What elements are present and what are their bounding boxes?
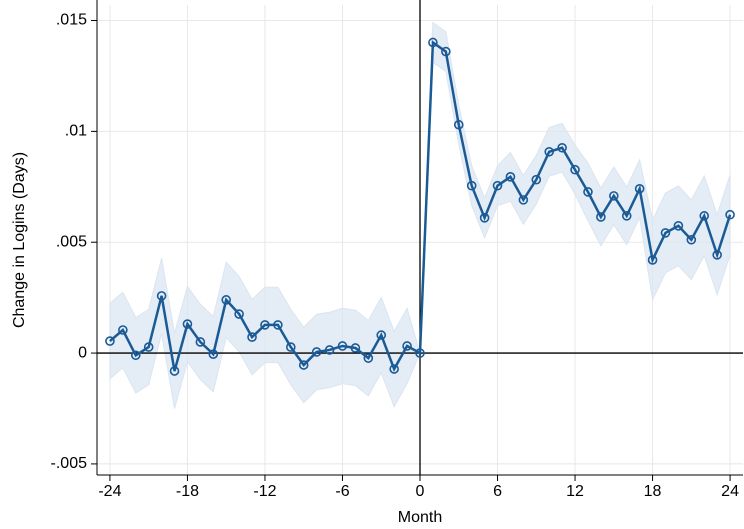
point-marker bbox=[208, 349, 219, 359]
point-marker bbox=[557, 142, 567, 153]
point-marker bbox=[285, 342, 296, 352]
estimate-line bbox=[109, 40, 732, 372]
x-tick-label: 0 bbox=[416, 483, 425, 500]
point-marker bbox=[195, 337, 206, 347]
point-marker bbox=[583, 187, 593, 197]
point-marker bbox=[647, 255, 658, 265]
point-marker bbox=[156, 291, 167, 301]
point-marker bbox=[130, 350, 141, 361]
point-marker bbox=[505, 172, 516, 182]
point-marker bbox=[221, 295, 231, 305]
point-marker bbox=[479, 213, 490, 223]
point-marker bbox=[182, 319, 193, 329]
x-tick-label: 6 bbox=[493, 483, 502, 500]
point-marker bbox=[621, 211, 632, 221]
point-marker bbox=[298, 360, 309, 370]
point-marker bbox=[466, 180, 477, 191]
point-marker bbox=[544, 146, 555, 157]
point-marker bbox=[712, 250, 722, 260]
y-tick-label: .015 bbox=[56, 12, 87, 29]
point-marker bbox=[311, 347, 322, 357]
point-marker bbox=[389, 364, 399, 374]
point-marker bbox=[247, 332, 257, 342]
point-marker bbox=[518, 195, 529, 205]
x-axis-label: Month bbox=[398, 509, 442, 526]
point-marker bbox=[143, 342, 154, 352]
point-marker bbox=[634, 183, 645, 194]
point-marker bbox=[337, 341, 348, 351]
point-marker bbox=[608, 191, 619, 201]
point-marker bbox=[415, 348, 425, 358]
point-marker bbox=[686, 234, 697, 245]
point-marker bbox=[725, 209, 735, 220]
x-tick-label: 24 bbox=[721, 483, 739, 500]
point-marker bbox=[660, 228, 671, 238]
point-marker bbox=[273, 320, 283, 330]
point-marker bbox=[105, 336, 115, 346]
y-tick-label: .005 bbox=[56, 233, 87, 250]
x-tick-label: -12 bbox=[253, 483, 276, 500]
point-marker bbox=[402, 341, 412, 351]
x-tick-label: -6 bbox=[335, 483, 349, 500]
point-marker bbox=[492, 180, 503, 191]
point-marker bbox=[673, 221, 684, 231]
x-tick-label: -18 bbox=[176, 483, 199, 500]
x-tick-label: 12 bbox=[566, 483, 584, 500]
point-marker bbox=[234, 309, 244, 319]
x-tick-label: -24 bbox=[98, 483, 121, 500]
confidence-band bbox=[109, 21, 731, 409]
point-marker bbox=[441, 46, 451, 57]
point-marker bbox=[118, 325, 128, 335]
y-tick-label: 0 bbox=[78, 344, 87, 361]
point-marker bbox=[699, 211, 710, 221]
point-marker bbox=[428, 37, 438, 48]
point-marker bbox=[363, 353, 374, 363]
point-marker bbox=[570, 164, 580, 175]
point-marker bbox=[453, 119, 464, 130]
point-marker bbox=[531, 174, 542, 185]
y-tick-label: .01 bbox=[65, 123, 87, 140]
point-marker bbox=[596, 212, 606, 222]
x-tick-label: 18 bbox=[644, 483, 662, 500]
point-marker bbox=[260, 320, 270, 330]
point-marker bbox=[376, 330, 387, 340]
point-marker bbox=[169, 366, 180, 376]
y-tick-label: -.005 bbox=[51, 455, 88, 472]
point-marker bbox=[324, 345, 335, 355]
y-axis-label: Change in Logins (Days) bbox=[11, 152, 28, 328]
point-marker bbox=[350, 343, 361, 353]
